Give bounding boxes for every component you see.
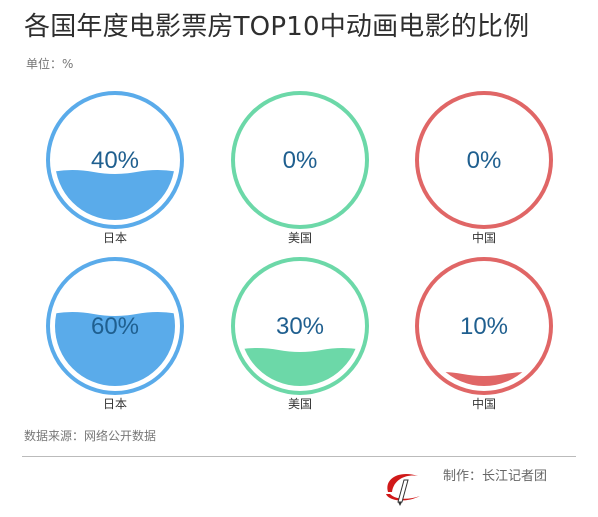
gauge-ring — [46, 91, 184, 229]
gauge-ring — [415, 91, 553, 229]
page-title: 各国年度电影票房TOP10中动画电影的比例 — [24, 12, 530, 42]
gauge-country-label: 美国 — [288, 397, 312, 411]
gauge-country-label: 日本 — [103, 397, 127, 411]
gauge-country-label: 中国 — [472, 396, 496, 411]
gauge-value-label: 0% — [467, 147, 502, 174]
gauge-liquid — [55, 312, 175, 386]
gauge-value-label: 0% — [283, 147, 318, 174]
gauge-3: 0% 中国 — [415, 91, 553, 245]
gauge-5: 30% 美国 — [231, 257, 369, 411]
unit-label: 单位：% — [26, 57, 74, 71]
gauge-liquid — [55, 170, 175, 220]
gauge-country-label: 日本 — [103, 231, 127, 245]
gauge-ring — [46, 257, 184, 395]
data-source: 数据来源：网络公开数据 — [24, 429, 157, 443]
credit-label: 制作：长江记者团 — [443, 469, 548, 484]
gauge-grid: 40% 日本 0% 美国 0% 中国 60% 日本 30% 美国 10% 中国 — [46, 91, 553, 411]
gauge-value-label: 60% — [91, 313, 139, 340]
gauge-ring — [231, 257, 369, 395]
gauge-value-label: 40% — [91, 147, 139, 174]
gauge-4: 60% 日本 — [46, 257, 184, 411]
gauge-6: 10% 中国 — [415, 257, 553, 411]
gauge-liquid — [240, 348, 360, 386]
gauge-ring — [415, 257, 553, 395]
publisher-logo-icon — [386, 473, 420, 506]
gauge-country-label: 中国 — [472, 230, 496, 245]
gauge-value-label: 10% — [460, 313, 508, 340]
gauge-value-label: 30% — [276, 313, 324, 340]
gauge-1: 40% 日本 — [46, 91, 184, 245]
gauge-country-label: 美国 — [288, 231, 312, 245]
gauge-ring — [231, 91, 369, 229]
gauge-2: 0% 美国 — [231, 91, 369, 245]
footer-divider — [22, 456, 576, 457]
